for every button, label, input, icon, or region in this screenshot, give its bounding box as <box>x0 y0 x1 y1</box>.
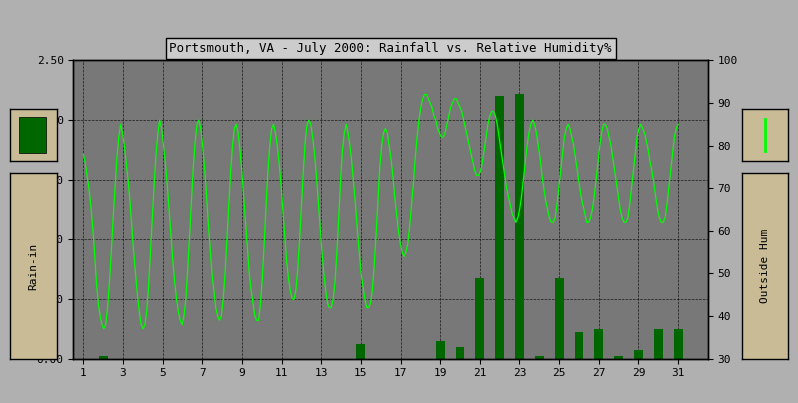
Bar <box>18 117 46 154</box>
Bar <box>654 329 662 359</box>
Title: Portsmouth, VA - July 2000: Rainfall vs. Relative Humidity%: Portsmouth, VA - July 2000: Rainfall vs.… <box>169 42 612 55</box>
Bar <box>496 96 504 359</box>
Bar <box>614 356 623 359</box>
Bar <box>575 332 583 359</box>
Bar <box>535 356 543 359</box>
Bar <box>515 94 524 359</box>
Bar <box>357 344 365 359</box>
Text: Rain-in: Rain-in <box>29 242 38 290</box>
Bar <box>99 356 108 359</box>
Bar <box>595 329 603 359</box>
Bar <box>476 278 484 359</box>
Bar <box>555 278 563 359</box>
Text: Outside Hum: Outside Hum <box>760 229 770 303</box>
Bar <box>674 329 682 359</box>
Bar <box>436 341 444 359</box>
Bar <box>456 347 464 359</box>
Bar <box>634 350 643 359</box>
